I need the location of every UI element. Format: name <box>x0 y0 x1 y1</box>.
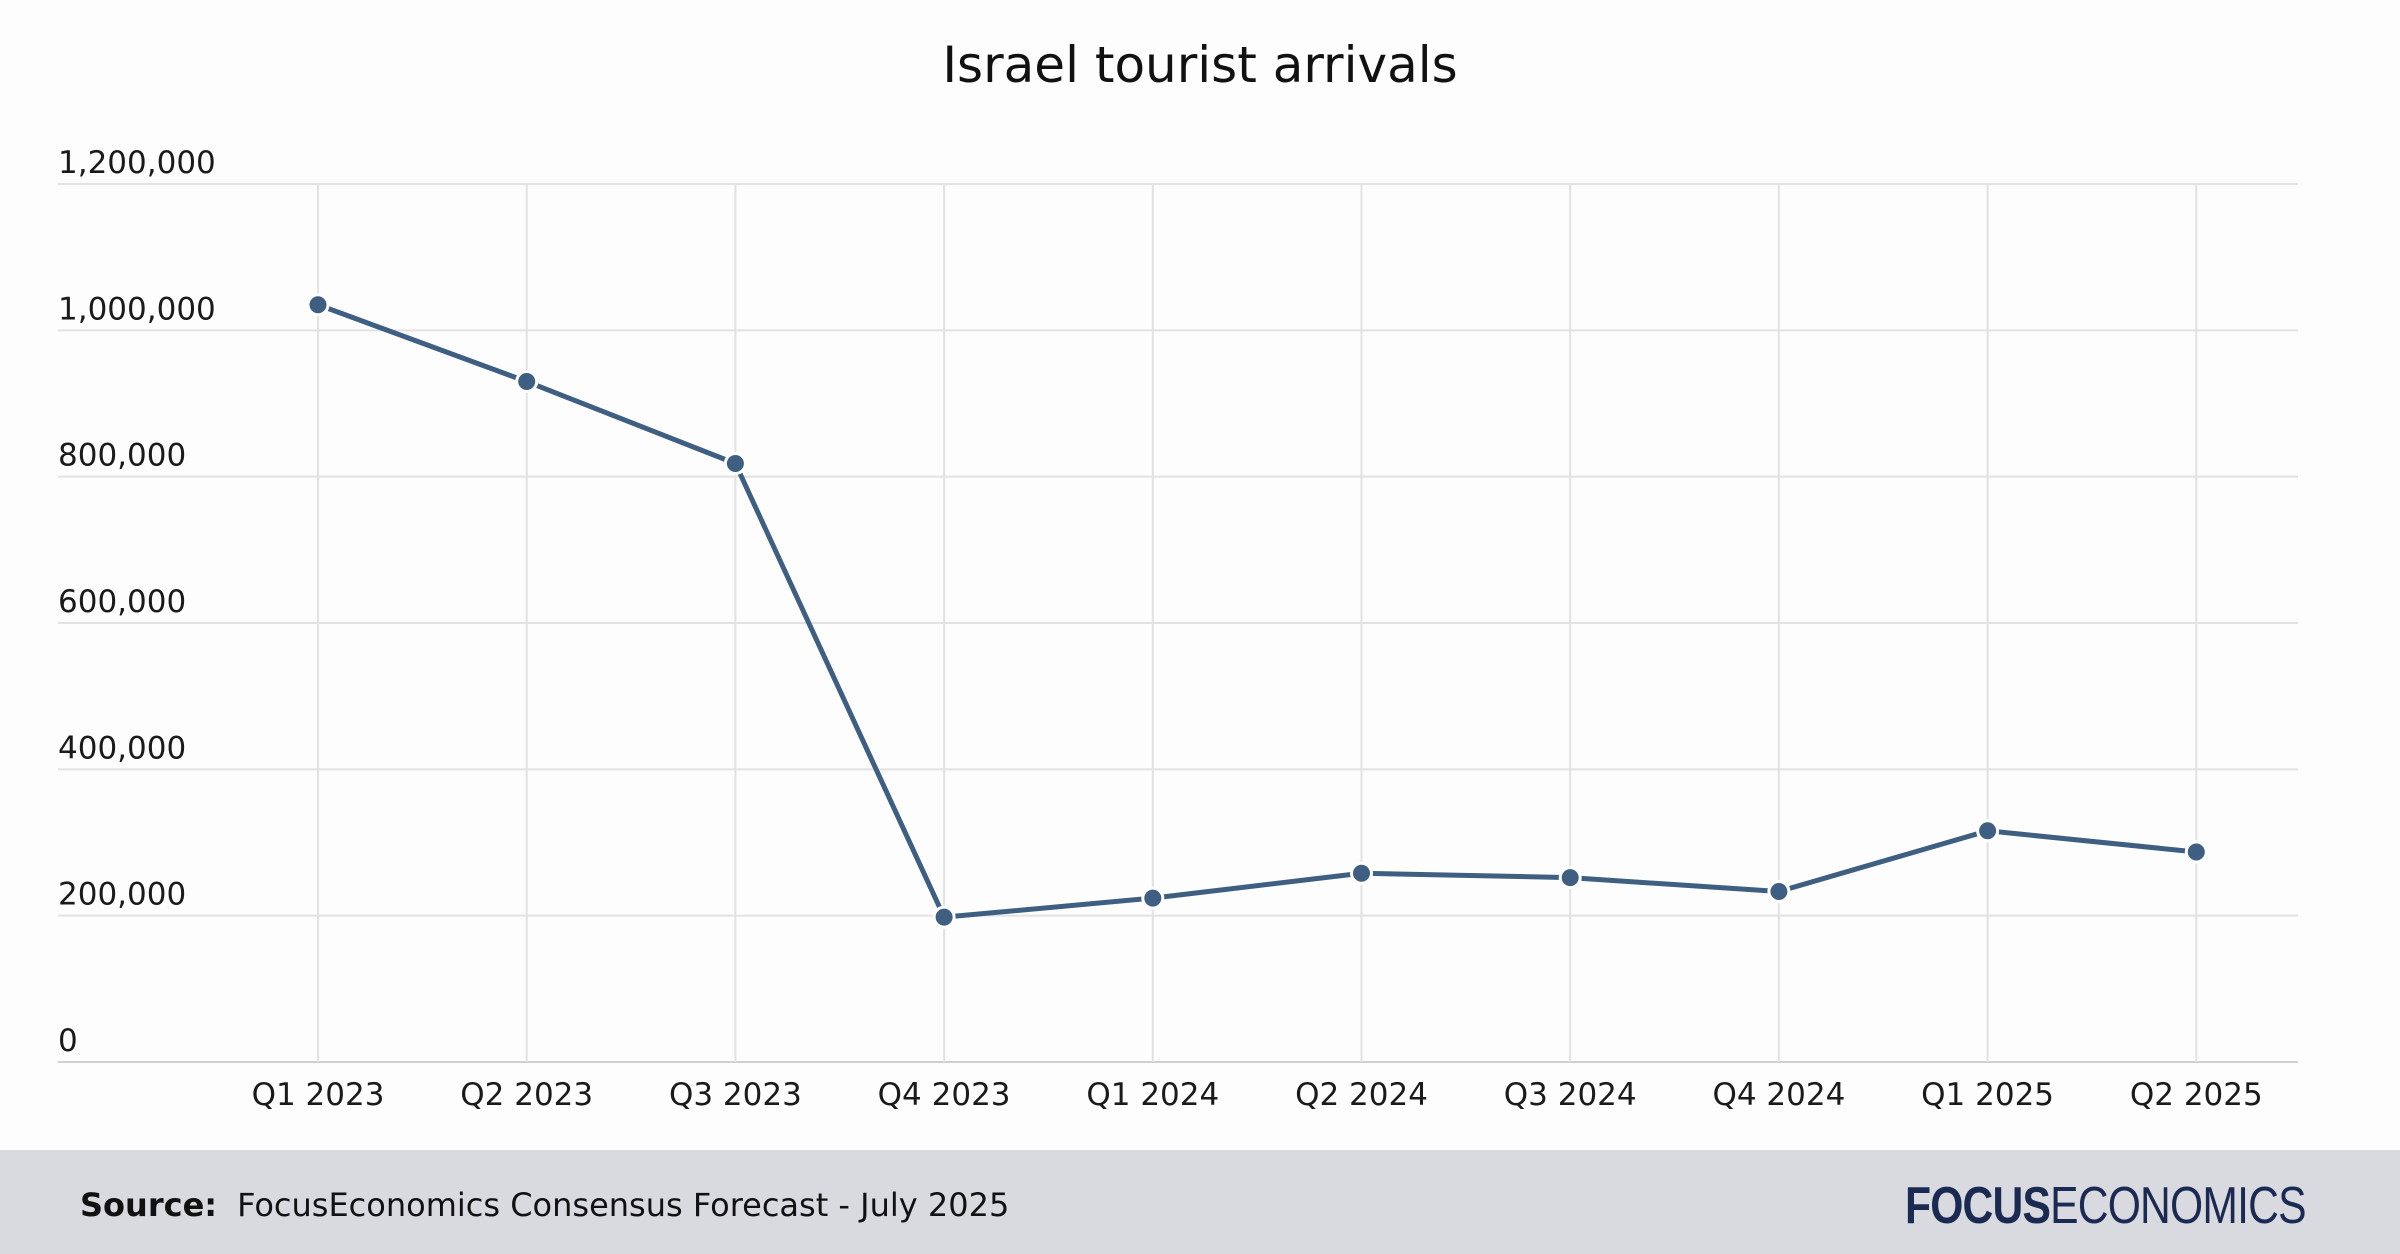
source-label: Source: <box>80 1186 218 1224</box>
data-point <box>1350 861 1373 885</box>
x-tick-label: Q2 2023 <box>460 1077 593 1113</box>
data-point <box>1976 819 2000 843</box>
series-line <box>315 302 2199 920</box>
y-tick-label: 1,200,000 <box>58 145 216 181</box>
source-text: FocusEconomics Consensus Forecast - July… <box>237 1186 1010 1224</box>
footer-bar: Source: FocusEconomics Consensus Forecast… <box>0 1150 2400 1254</box>
data-point <box>1767 880 1791 904</box>
x-tick-label: Q2 2025 <box>2130 1077 2263 1113</box>
data-point <box>306 293 330 317</box>
x-tick-label: Q1 2023 <box>252 1077 385 1113</box>
focuseconomics-logo: FOCUSECONOMICS <box>1905 1176 2307 1236</box>
line-chart: Israel tourist arrivals 0 200,000 400,000 6… <box>58 36 2298 1113</box>
data-point <box>723 451 747 475</box>
x-tick-label: Q4 2023 <box>878 1077 1011 1113</box>
y-tick-label: 600,000 <box>58 584 186 620</box>
x-tick-label: Q1 2025 <box>1921 1077 2054 1113</box>
logo-light-part: ECONOMICS <box>2050 1177 2306 1235</box>
y-tick-label: 0 <box>58 1023 78 1059</box>
axis-labels: 0 200,000 400,000 600,000 800,000 1,000,000 1,… <box>58 145 2263 1113</box>
y-tick-label: 200,000 <box>58 877 186 913</box>
x-tick-label: Q2 2024 <box>1295 1077 1428 1113</box>
series <box>306 293 2208 929</box>
logo-bold-part: FOCUS <box>1905 1177 2051 1235</box>
x-tick-label: Q3 2024 <box>1504 1077 1637 1113</box>
grid <box>58 183 2298 1063</box>
source-note: Source: FocusEconomics Consensus Forecast… <box>80 1186 1009 1224</box>
data-point <box>1558 866 1582 890</box>
data-point <box>1141 886 1165 910</box>
chart-title: Israel tourist arrivals <box>942 36 1457 94</box>
x-tick-label: Q3 2023 <box>669 1077 802 1113</box>
x-tick-label: Q4 2024 <box>1712 1077 1845 1113</box>
x-tick-label: Q1 2024 <box>1086 1077 1219 1113</box>
data-point <box>932 905 956 929</box>
y-tick-label: 800,000 <box>58 438 186 474</box>
y-tick-label: 1,000,000 <box>58 291 216 327</box>
y-tick-label: 400,000 <box>58 730 186 766</box>
data-point <box>2184 840 2208 864</box>
data-point <box>515 370 539 394</box>
